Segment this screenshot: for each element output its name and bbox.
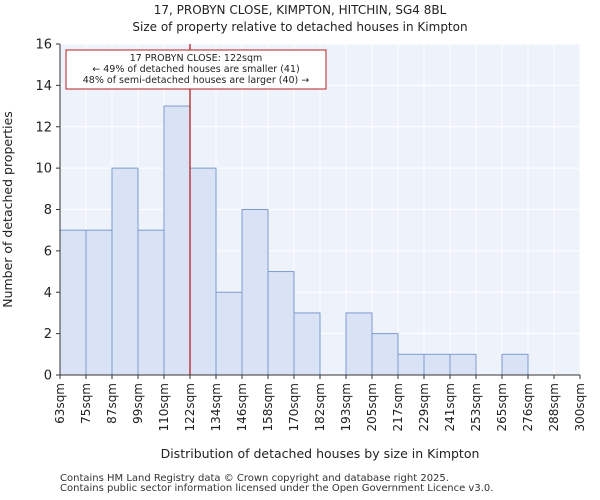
x-axis-label: Distribution of detached houses by size … [161,446,480,461]
x-tick-label: 158sqm [261,383,275,431]
chart-subtitle: Size of property relative to detached ho… [132,20,468,34]
annotation-box: 17 PROBYN CLOSE: 122sqm ← 49% of detache… [65,49,327,90]
x-axis: 63sqm 75sqm 87sqm 99sqm 110sqm 122sqm 134sqm 14… [53,374,587,431]
x-tick-label: 182sqm [313,383,327,431]
bar [423,353,451,376]
bar [345,312,373,376]
x-tick-label: 146sqm [235,383,249,431]
annotation-line-1: 17 PROBYN CLOSE: 122sqm [130,53,263,64]
y-tick-label: 14 [35,79,52,94]
bar [371,333,399,376]
x-tick-label: 134sqm [209,383,223,431]
bar [241,209,269,376]
x-tick-label: 300sqm [573,383,587,431]
bar [449,353,477,376]
x-tick-label: 99sqm [131,383,145,424]
x-tick-label: 241sqm [443,383,457,431]
x-tick-label: 288sqm [547,383,561,431]
x-tick-label: 87sqm [105,383,119,424]
bar [293,312,321,376]
chart-title: 17, PROBYN CLOSE, KIMPTON, HITCHIN, SG4 … [153,3,447,17]
annotation-line-3: 48% of semi-detached houses are larger (… [83,75,310,86]
x-tick-label: 193sqm [339,383,353,431]
y-tick-label: 4 [44,286,52,301]
x-tick-label: 110sqm [157,383,171,431]
bar [163,105,191,376]
bar [111,167,139,376]
bars [59,105,529,376]
y-tick-label: 0 [44,369,52,384]
x-tick-label: 265sqm [495,383,509,431]
bar [59,229,87,376]
y-tick-label: 10 [35,162,52,177]
y-tick-label: 2 [44,327,52,342]
x-tick-label: 229sqm [417,383,431,431]
bar [397,353,425,376]
x-tick-label: 276sqm [521,383,535,431]
bar [215,291,243,376]
x-tick-label: 122sqm [183,383,197,431]
annotation-line-2: ← 49% of detached houses are smaller (41… [92,64,299,75]
footer-line-2: Contains public sector information licen… [60,483,494,494]
annotation-border [65,49,327,90]
bar [85,229,113,376]
x-tick-label: 205sqm [365,383,379,431]
x-tick-label: 63sqm [53,383,67,424]
x-tick-label: 217sqm [391,383,405,431]
y-tick-label: 16 [35,38,52,53]
bar [189,167,217,376]
y-axis-label: Number of detached properties [0,111,15,308]
y-axis: 0 2 4 6 8 10 12 14 16 [35,38,61,384]
y-tick-label: 6 [44,244,52,259]
bar [267,271,295,376]
x-tick-label: 253sqm [469,383,483,431]
y-tick-label: 12 [35,120,52,135]
x-tick-label: 75sqm [79,383,93,424]
x-tick-label: 170sqm [287,383,301,431]
bar [501,353,529,376]
y-tick-label: 8 [44,203,52,218]
bar [137,229,165,376]
footer-line-1: Contains HM Land Registry data © Crown c… [60,473,449,484]
